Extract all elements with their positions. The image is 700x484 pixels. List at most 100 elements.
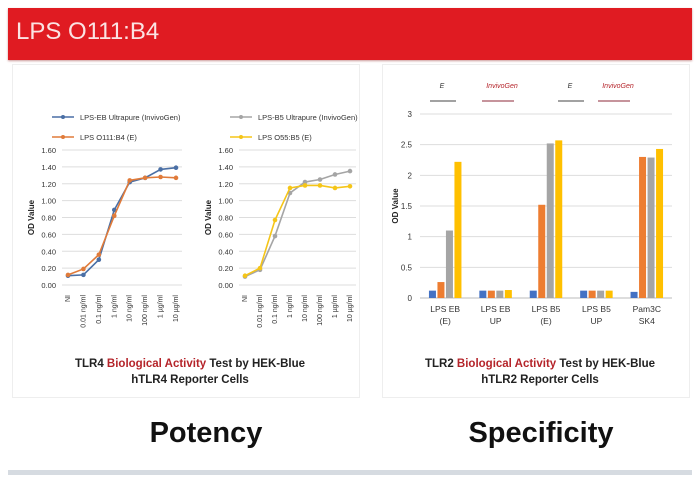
legend-label: LPS-B5 Ultrapure (InvivoGen)	[258, 113, 358, 122]
y-tick-label: 0.40	[41, 247, 56, 256]
bar	[605, 290, 613, 298]
data-point	[111, 213, 117, 219]
caption-right-post: Test by HEK-Blue hTLR2 Reporter Cells	[481, 358, 656, 386]
caption-left-highlight: Biological Activity	[106, 358, 207, 370]
data-point	[332, 185, 338, 191]
y-tick-label: 1.5	[401, 202, 413, 211]
bar	[597, 290, 605, 298]
y-tick-label: 1.00	[41, 197, 56, 206]
data-point	[81, 266, 86, 272]
data-point	[317, 177, 323, 182]
caption-right-pre: TLR2	[424, 358, 457, 370]
x-tick-label: 10 µg/ml	[347, 295, 354, 322]
x-tick-label: Pam3C	[633, 304, 661, 314]
x-tick-label: LPS B5	[582, 304, 611, 314]
bar	[487, 290, 495, 298]
x-tick-label: NI	[242, 295, 249, 302]
y-tick-label: 2	[408, 171, 413, 180]
series-line-0-0	[67, 166, 177, 277]
y-tick-label: 0.60	[218, 230, 233, 239]
bar	[630, 291, 638, 298]
x-tick-label: 100 ng/ml	[142, 295, 149, 326]
x-tick-label: 0.1 ng/ml	[96, 295, 103, 324]
x-tick-label: (E)	[540, 316, 552, 326]
x-tick-label: 0.1 ng/ml	[272, 295, 279, 324]
data-point	[81, 272, 86, 278]
title-banner: LPS O111:B4	[8, 8, 692, 60]
x-tick-label: LPS EB	[430, 304, 460, 314]
caption-right: TLR2 Biological Activity Test by HEK-Blu…	[410, 356, 670, 388]
data-point	[272, 233, 278, 239]
data-point	[173, 165, 179, 171]
x-tick-label: 1 ng/ml	[287, 295, 294, 318]
series-line-1-0	[244, 170, 351, 278]
caption-left-pre: TLR4	[74, 358, 107, 370]
bar	[546, 143, 554, 298]
y-tick-label: 1.40	[41, 163, 56, 172]
bar	[437, 282, 445, 298]
x-tick-label: 0.01 ng/ml	[80, 295, 87, 328]
data-point	[302, 179, 308, 185]
y-tick-label: 1.20	[41, 180, 56, 189]
y-axis-label: OD Value	[27, 199, 36, 235]
bar	[479, 290, 487, 298]
series-line-0-1	[67, 176, 177, 276]
data-point	[65, 272, 71, 278]
bar	[647, 157, 655, 298]
x-tick-label: 10 µg/ml	[173, 295, 180, 322]
data-point	[158, 167, 163, 172]
bar	[639, 156, 647, 298]
x-tick-label: 10 ng/ml	[127, 295, 134, 322]
x-tick-label: NI	[65, 295, 72, 302]
bar	[538, 204, 546, 298]
bar	[496, 290, 504, 298]
data-point	[173, 175, 179, 181]
y-tick-label: 0.5	[401, 263, 413, 272]
data-point	[158, 174, 163, 180]
legend-label: LPS O111:B4 (E)	[80, 133, 137, 142]
legend-marker	[239, 115, 243, 119]
x-tick-label: UP	[590, 316, 602, 326]
y-axis-label: OD Value	[391, 188, 400, 224]
x-tick-label: 1 ng/ml	[111, 295, 118, 318]
x-tick-label: 1 µg/ml	[332, 295, 339, 319]
y-tick-label: 0.80	[41, 214, 56, 223]
bar	[454, 161, 462, 298]
footer-divider	[8, 470, 692, 475]
data-point	[332, 172, 338, 177]
data-point	[142, 175, 148, 181]
x-tick-label: 100 ng/ml	[317, 295, 324, 326]
x-tick-label: (E)	[440, 316, 452, 326]
data-point	[127, 178, 133, 183]
y-tick-label: 3	[408, 110, 413, 119]
legend-label: InvivoGen	[486, 83, 518, 90]
legend-label: InvivoGen	[602, 83, 634, 90]
y-tick-label: 1.00	[218, 197, 233, 206]
y-tick-label: 2.5	[401, 141, 413, 150]
data-point	[302, 183, 308, 188]
bar	[529, 290, 537, 298]
caption-left-post: Test by HEK-Blue hTLR4 Reporter Cells	[131, 358, 306, 386]
y-tick-label: 1	[408, 233, 413, 242]
x-tick-label: UP	[490, 316, 502, 326]
legend-marker	[239, 135, 243, 139]
y-axis-label: OD Value	[204, 199, 213, 235]
data-point	[287, 185, 293, 191]
legend-marker	[61, 115, 65, 119]
data-point	[96, 252, 102, 257]
data-point	[317, 183, 323, 188]
y-tick-label: 0.20	[218, 264, 233, 273]
y-tick-label: 0	[408, 294, 413, 303]
specificity-label: Specificity	[468, 417, 614, 449]
data-point	[96, 257, 102, 262]
legend-label: LPS-EB Ultrapure (InvivoGen)	[80, 113, 181, 122]
x-tick-label: 0.01 ng/ml	[257, 295, 264, 328]
y-tick-label: 1.40	[218, 163, 233, 172]
y-tick-label: 1.60	[41, 146, 56, 155]
y-tick-label: 1.60	[218, 146, 233, 155]
x-tick-label: SK4	[639, 316, 655, 326]
potency-panel	[12, 64, 360, 398]
data-point	[347, 183, 353, 189]
y-tick-label: 0.00	[41, 281, 56, 290]
